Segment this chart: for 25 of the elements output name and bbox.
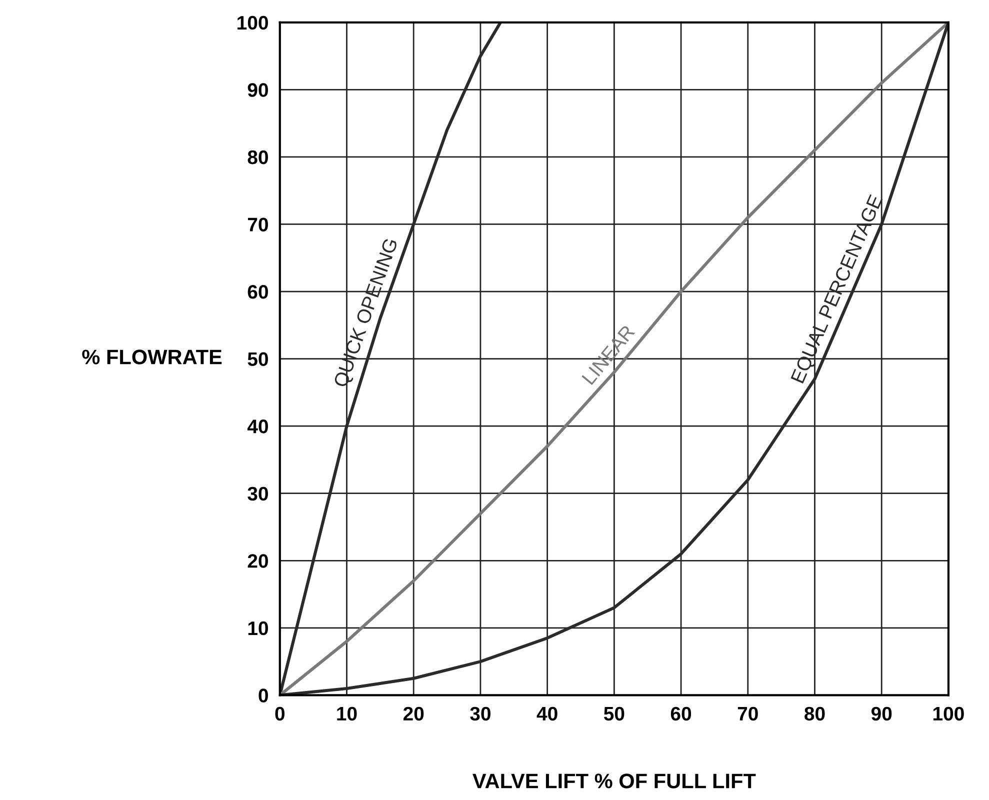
x-tick-label: 70 (738, 706, 758, 721)
y-tick-label: 50 (248, 352, 268, 366)
x-tick-label: 100 (933, 706, 964, 721)
line-series (280, 22, 948, 696)
x-tick-label: 40 (536, 706, 558, 721)
x-tick-label: 10 (337, 706, 357, 721)
y-tick-label: 20 (248, 554, 268, 568)
x-tick-label: 90 (871, 706, 892, 721)
y-tick-label: 40 (247, 420, 268, 434)
y-tick-label: 0 (258, 688, 268, 702)
y-tick-label: 60 (248, 284, 268, 299)
y-tick-label: 80 (248, 150, 268, 164)
y-axis-title: % FLOWRATE (82, 350, 222, 364)
y-tick-label: 70 (248, 218, 268, 232)
x-tick-label: 80 (804, 706, 825, 721)
x-axis-title: VALVE LIFT % OF FULL LIFT (472, 774, 756, 788)
y-tick-label: 100 (238, 16, 268, 30)
x-tick-label: 30 (470, 706, 490, 721)
y-tick-label: 30 (248, 486, 268, 501)
x-tick-label: 50 (604, 706, 624, 721)
x-tick-label: 0 (275, 706, 284, 721)
x-tick-label: 20 (403, 706, 424, 721)
y-tick-label: 90 (248, 83, 268, 97)
y-tick-label: 10 (248, 621, 268, 636)
x-tick-label: 60 (670, 706, 692, 721)
